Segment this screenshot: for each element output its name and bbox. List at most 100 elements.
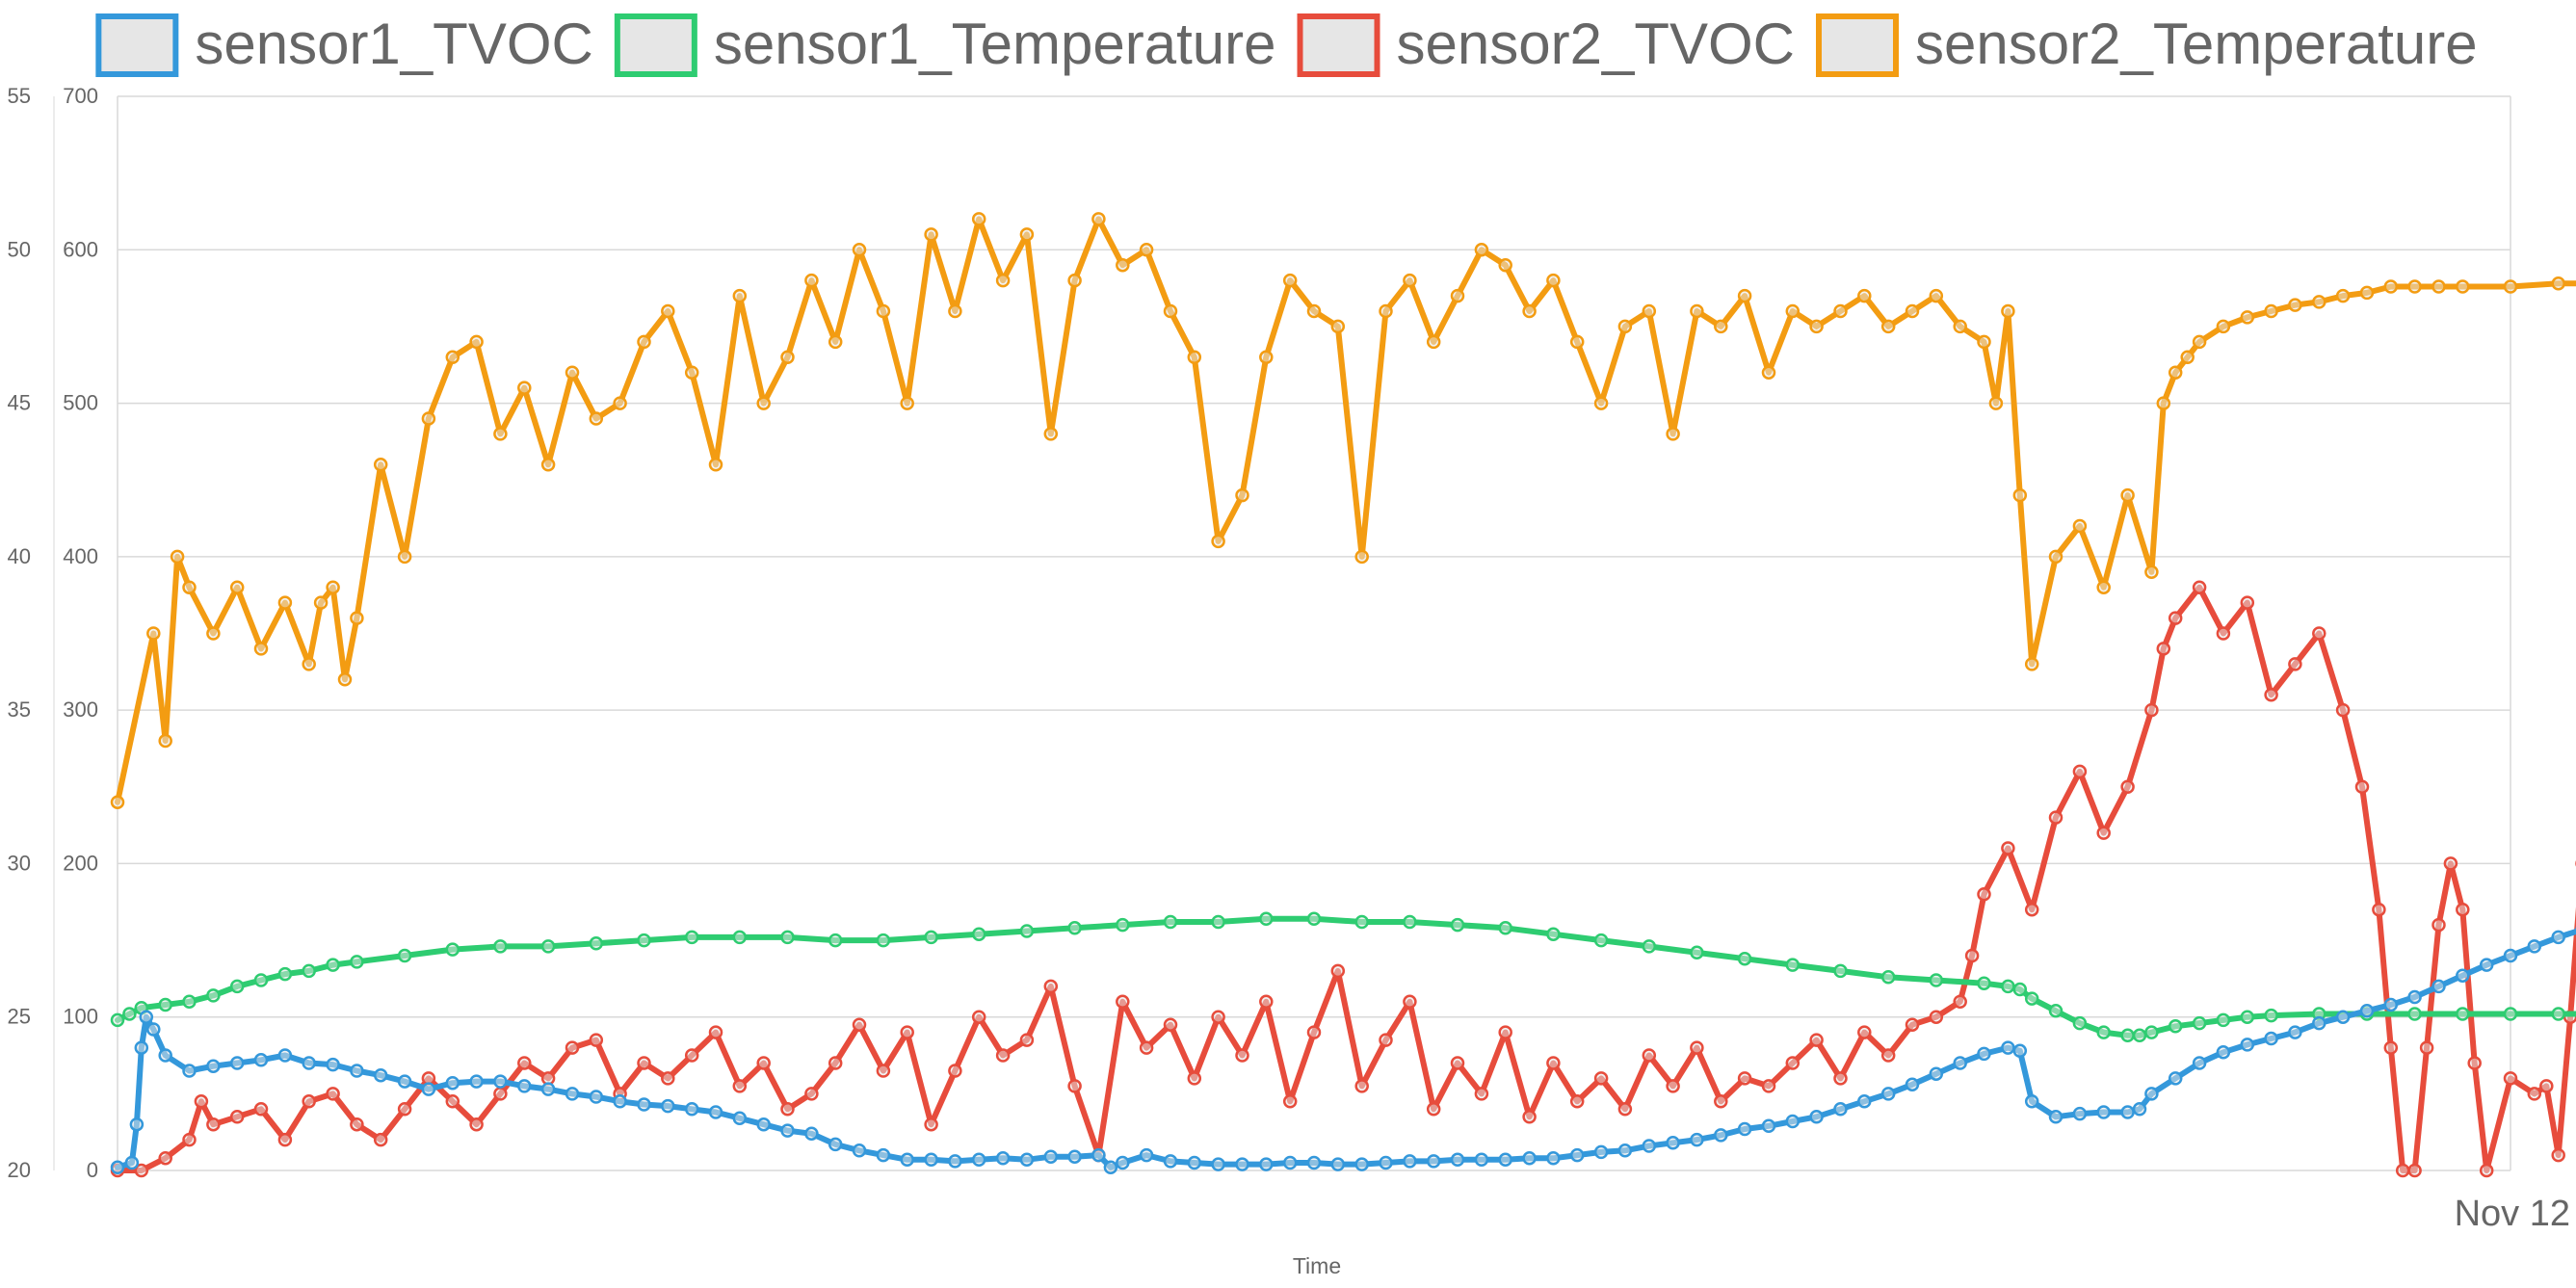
- data-point: [2407, 1163, 2422, 1178]
- data-point: [900, 1152, 914, 1168]
- data-point: [1617, 319, 1633, 334]
- legend-label: sensor2_Temperature: [1915, 12, 2478, 76]
- data-point: [2001, 303, 2015, 319]
- data-point: [780, 1102, 795, 1117]
- data-point: [2456, 279, 2470, 294]
- data-point: [277, 966, 293, 982]
- legend[interactable]: sensor1_TVOC sensor1_Temperature sensor2_T…: [95, 12, 2478, 77]
- data-point: [2192, 580, 2207, 594]
- legend-item[interactable]: sensor2_Temperature: [1816, 12, 2478, 77]
- data-point: [493, 1087, 508, 1101]
- data-point: [924, 227, 938, 242]
- data-point: [158, 1048, 172, 1063]
- legend-item[interactable]: sensor1_Temperature: [614, 12, 1276, 77]
- data-point: [350, 1064, 364, 1078]
- data-point: [1498, 921, 1512, 935]
- series-sensor1_TVOC: [110, 926, 2576, 1175]
- data-point: [194, 1094, 209, 1109]
- data-point: [2503, 948, 2518, 963]
- data-point: [1067, 273, 1082, 288]
- data-point: [2431, 279, 2446, 294]
- data-point: [1929, 973, 1944, 987]
- data-point: [2551, 1007, 2565, 1021]
- data-point: [732, 288, 748, 303]
- legend-label: sensor2_TVOC: [1397, 12, 1796, 76]
- data-point: [1043, 427, 1059, 441]
- data-point: [229, 580, 245, 594]
- data-point: [2216, 626, 2231, 641]
- data-point: [1474, 243, 1489, 257]
- data-point: [1450, 1056, 1465, 1070]
- tvoc-axis-tick-label: 300: [63, 697, 98, 722]
- data-point: [1761, 1118, 1776, 1134]
- data-point: [1977, 976, 1991, 990]
- data-point: [397, 948, 412, 963]
- data-point: [469, 1117, 484, 1132]
- data-point: [277, 1048, 293, 1063]
- tvoc-axis-tick-label: 100: [63, 1005, 98, 1029]
- data-point: [2335, 702, 2351, 718]
- data-point: [253, 642, 269, 656]
- data-point: [2240, 1010, 2255, 1024]
- data-point: [277, 1132, 293, 1147]
- data-point: [2096, 580, 2111, 594]
- data-point: [2456, 968, 2470, 983]
- data-point: [2240, 310, 2255, 325]
- data-point: [2168, 1019, 2183, 1034]
- legend-item[interactable]: sensor2_TVOC: [1297, 12, 1796, 77]
- data-point: [146, 1022, 161, 1037]
- legend-label: sensor1_TVOC: [195, 12, 593, 76]
- data-point: [565, 1040, 580, 1055]
- data-point: [2240, 595, 2255, 610]
- data-point: [1642, 303, 1657, 319]
- data-point: [684, 1048, 699, 1063]
- data-point: [1977, 1046, 1991, 1062]
- data-point: [2551, 276, 2565, 291]
- data-point: [2024, 902, 2039, 917]
- data-point: [1103, 1160, 1118, 1175]
- data-point: [732, 1111, 748, 1126]
- data-point: [2312, 1015, 2326, 1031]
- data-point: [1067, 1149, 1082, 1164]
- data-point: [1977, 887, 1991, 902]
- data-point: [948, 1154, 962, 1169]
- data-point: [302, 1056, 316, 1070]
- data-point: [2144, 1087, 2159, 1101]
- data-point: [229, 979, 245, 994]
- data-point: [1857, 288, 1872, 303]
- legend-swatch: [1816, 13, 1899, 77]
- data-point: [1964, 948, 1980, 963]
- data-point: [229, 1056, 245, 1070]
- data-point: [2144, 565, 2159, 580]
- data-point: [139, 1010, 154, 1024]
- data-point: [1330, 1157, 1346, 1171]
- data-point: [852, 243, 867, 257]
- tvoc-axis-tick-label: 600: [63, 237, 98, 261]
- data-point: [1211, 914, 1225, 930]
- data-point: [2072, 1015, 2088, 1031]
- data-point: [1569, 1094, 1585, 1109]
- data-point: [1617, 1143, 1633, 1158]
- data-point: [589, 411, 604, 426]
- data-point: [1116, 257, 1130, 273]
- data-point: [1163, 1017, 1178, 1032]
- data-point: [134, 1163, 149, 1178]
- data-point: [182, 994, 197, 1010]
- data-point: [1474, 1152, 1489, 1168]
- data-point: [2048, 810, 2063, 825]
- data-point: [1259, 994, 1274, 1010]
- data-point: [995, 1048, 1011, 1063]
- data-point: [540, 939, 556, 954]
- data-point: [1259, 911, 1274, 927]
- data-point: [129, 1117, 145, 1132]
- legend-item[interactable]: sensor1_TVOC: [95, 12, 593, 77]
- data-point: [517, 1079, 532, 1093]
- data-point: [2144, 702, 2159, 718]
- data-point: [1953, 1056, 1967, 1070]
- data-point: [1235, 1157, 1249, 1171]
- data-point: [469, 334, 484, 350]
- data-point: [2359, 1004, 2375, 1018]
- data-point: [1569, 1147, 1585, 1163]
- data-point: [1187, 350, 1202, 365]
- data-point: [1282, 1094, 1298, 1109]
